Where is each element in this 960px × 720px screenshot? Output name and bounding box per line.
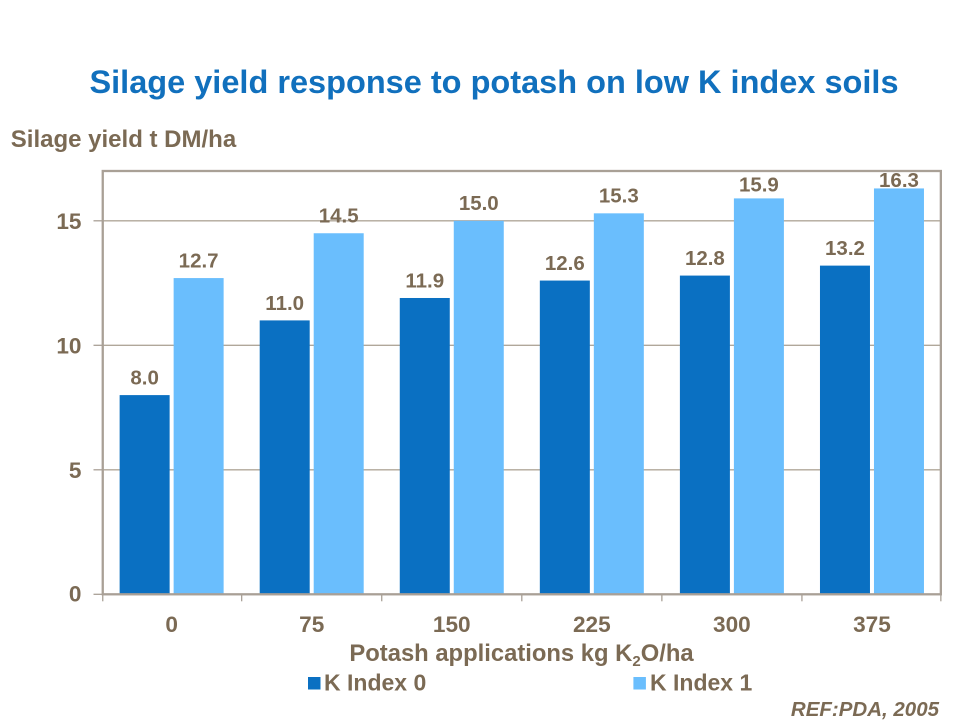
svg-text:0: 0	[69, 582, 82, 607]
svg-text:Silage yield response to potas: Silage yield response to potash on low K…	[89, 64, 898, 100]
svg-text:8.0: 8.0	[130, 367, 159, 390]
svg-text:375: 375	[853, 612, 891, 637]
svg-text:75: 75	[299, 612, 324, 637]
svg-text:K Index 0: K Index 0	[324, 669, 426, 695]
svg-text:Silage yield t DM/ha: Silage yield t DM/ha	[11, 126, 237, 153]
svg-text:K Index 1: K Index 1	[650, 669, 752, 695]
svg-text:15: 15	[56, 209, 81, 234]
svg-text:16.3: 16.3	[879, 169, 919, 192]
svg-text:15.9: 15.9	[739, 174, 779, 197]
svg-text:14.5: 14.5	[319, 205, 359, 228]
svg-text:300: 300	[713, 612, 751, 637]
svg-text:5: 5	[69, 458, 82, 483]
svg-text:11.9: 11.9	[405, 269, 444, 292]
svg-text:12.6: 12.6	[545, 252, 585, 275]
svg-text:15.0: 15.0	[459, 192, 499, 215]
svg-text:0: 0	[165, 612, 178, 637]
svg-text:13.2: 13.2	[825, 237, 865, 260]
svg-text:15.3: 15.3	[599, 185, 639, 208]
svg-text:12.8: 12.8	[685, 247, 725, 270]
svg-text:150: 150	[433, 612, 471, 637]
svg-text:10: 10	[56, 333, 81, 358]
svg-text:225: 225	[573, 612, 611, 637]
svg-text:12.7: 12.7	[179, 249, 219, 272]
svg-text:REF:PDA, 2005: REF:PDA, 2005	[791, 698, 940, 720]
svg-text:Potash applications kg K2O/ha: Potash applications kg K2O/ha	[349, 640, 694, 670]
svg-text:11.0: 11.0	[265, 292, 304, 315]
